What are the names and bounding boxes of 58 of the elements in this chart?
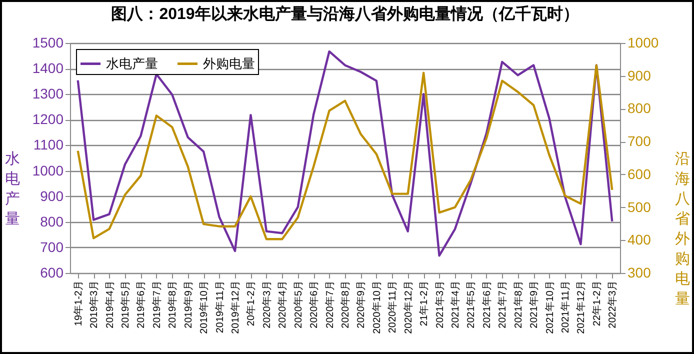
- y-tick-label: 1200: [32, 111, 64, 128]
- x-tick-label: 2020年4月: [276, 280, 289, 328]
- x-tick-label: 2020年5月: [292, 280, 304, 328]
- x-tick-label: 20年1-2月: [245, 280, 258, 326]
- legend-label: 水电产量: [106, 56, 158, 71]
- y-tick-label: 900: [40, 188, 64, 204]
- y-tick-label: 1300: [32, 86, 64, 102]
- x-tick-label: 2021年9月: [528, 280, 540, 328]
- x-tick-label: 2020年9月: [355, 280, 368, 328]
- y2-tick-label: 300: [628, 264, 652, 280]
- x-tick-label: 2020年6月: [308, 280, 320, 328]
- y-tick-label: 800: [40, 213, 64, 230]
- x-tick-label: 21年1-2月: [418, 280, 430, 326]
- y2-tick-label: 500: [628, 198, 652, 215]
- y-tick-label: 1100: [33, 136, 64, 153]
- y-tick-label: 700: [40, 238, 64, 255]
- y2-tick-label: 700: [628, 133, 652, 150]
- x-tick-label: 2021年8月: [512, 280, 524, 328]
- y2-tick-label: 800: [628, 100, 652, 116]
- x-tick-label: 19年1-2月: [72, 280, 84, 326]
- y2-tick-label: 900: [628, 67, 652, 84]
- x-tick-label: 2019年9月: [182, 280, 194, 328]
- x-tick-label: 2020年3月: [260, 280, 273, 328]
- x-tick-label: 2021年12月: [575, 280, 588, 334]
- x-tick-label: 2020年7月: [324, 280, 336, 328]
- x-tick-label: 2021年11月: [560, 280, 572, 334]
- x-tick-label: 2019年11月: [214, 280, 226, 334]
- x-tick-label: 2021年5月: [465, 280, 478, 328]
- x-tick-label: 2019年8月: [166, 280, 179, 328]
- y-tick-label: 1000: [32, 162, 64, 178]
- x-tick-label: 2021年7月: [496, 280, 509, 328]
- x-tick-label: 2019年5月: [120, 280, 132, 328]
- y-axis-title: 水电产量: [5, 150, 20, 228]
- x-tick-label: 2019年12月: [230, 280, 242, 334]
- y2-tick-label: 1000: [628, 34, 659, 50]
- x-tick-label: 2019年4月: [104, 280, 116, 328]
- x-tick-label: 2019年6月: [135, 280, 148, 328]
- y-tick-label: 600: [40, 264, 64, 280]
- x-tick-label: 2019年3月: [88, 280, 100, 328]
- x-tick-label: 22年1-2月: [590, 280, 603, 326]
- x-tick-label: 2020年10月: [370, 280, 383, 334]
- x-tick-label: 2021年10月: [544, 280, 556, 334]
- x-tick-label: 2020年12月: [402, 280, 414, 334]
- x-tick-label: 2020年8月: [340, 280, 352, 328]
- y2-axis-title: 沿海八省外购电量: [675, 150, 690, 308]
- x-tick-label: 2022年3月: [606, 280, 619, 328]
- legend-label: 外购电量: [203, 56, 255, 71]
- x-tick-label: 2020年11月: [386, 280, 399, 334]
- y-tick-label: 1400: [32, 60, 64, 76]
- x-tick-label: 2021年3月: [434, 280, 446, 328]
- x-tick-label: 2021年4月: [450, 280, 462, 328]
- x-tick-label: 2019年7月: [150, 280, 163, 328]
- chart-title: 图八：2019年以来水电产量与沿海八省外购电量情况（亿千瓦时）: [111, 5, 579, 23]
- y2-tick-label: 400: [628, 232, 652, 248]
- y-tick-label: 1500: [32, 34, 64, 50]
- x-tick-label: 2021年6月: [480, 280, 493, 328]
- y2-tick-label: 600: [628, 166, 652, 182]
- x-tick-label: 2019年10月: [198, 280, 210, 334]
